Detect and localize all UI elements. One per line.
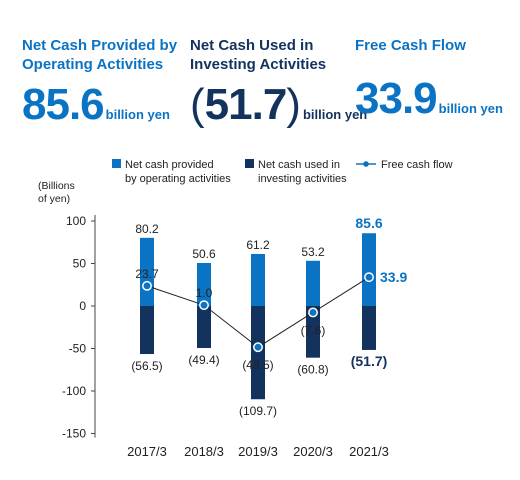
fcf-point <box>364 272 374 283</box>
data-label-fcf: 23.7 <box>135 267 159 281</box>
legend-investing-label-2: investing activities <box>258 173 347 185</box>
fcf-point <box>142 280 152 291</box>
data-label-operating: 50.6 <box>192 247 216 261</box>
legend-operating-label-2: by operating activities <box>125 173 231 185</box>
kpi-investing-unit: billion yen <box>302 107 368 122</box>
data-label-investing: (49.4) <box>188 353 219 367</box>
data-label-fcf: 33.9 <box>380 269 407 285</box>
bar-operating <box>362 233 376 306</box>
fcf-point <box>199 300 209 311</box>
data-label-operating: 85.6 <box>355 215 382 231</box>
y-tick-label: 50 <box>73 257 87 271</box>
data-label-investing: (60.8) <box>297 363 328 377</box>
kpi-operating-label: Net Cash Provided by Operating Activitie… <box>22 37 178 73</box>
kpi-fcf-value: 33.9 <box>355 74 438 123</box>
x-tick-label: 2021/3 <box>349 444 389 459</box>
y-tick-label: -50 <box>69 342 87 356</box>
x-tick-label: 2019/3 <box>238 444 278 459</box>
y-tick-label: 0 <box>79 299 86 313</box>
kpi-investing-value: 51.7 <box>204 80 288 129</box>
bar-operating <box>197 262 211 306</box>
x-tick-label: 2018/3 <box>184 444 224 459</box>
data-label-operating: 53.2 <box>301 245 325 259</box>
legend-fcf-label: Free cash flow <box>381 159 453 171</box>
data-label-operating: 61.2 <box>246 238 270 252</box>
bar-investing <box>362 306 376 350</box>
fcf-point <box>308 307 318 318</box>
legend-fcf-marker <box>363 161 369 167</box>
data-label-fcf: 1.0 <box>196 286 213 300</box>
data-label-investing: (51.7) <box>351 353 388 369</box>
bar-operating <box>251 253 265 306</box>
kpi-fcf-unit: billion yen <box>438 101 503 116</box>
kpi-fcf-label: Free Cash Flow <box>355 37 466 54</box>
bar-investing <box>306 306 320 358</box>
legend-investing-label: Net cash used in <box>258 159 340 171</box>
y-tick-label: -100 <box>62 384 86 398</box>
bar-investing <box>197 306 211 348</box>
x-tick-label: 2020/3 <box>293 444 333 459</box>
fcf-point <box>253 342 263 353</box>
data-label-investing: (56.5) <box>131 359 162 373</box>
data-label-fcf: (7.6) <box>301 323 326 337</box>
data-label-investing: (109.7) <box>239 404 277 418</box>
bar-investing <box>251 306 265 400</box>
kpi-operating-cash: Net Cash Provided by Operating Activitie… <box>22 36 177 130</box>
legend-operating-swatch <box>112 159 121 168</box>
data-label-operating: 80.2 <box>135 222 159 236</box>
legend-investing-swatch <box>245 159 254 168</box>
bar-investing <box>140 306 154 355</box>
kpi-investing-label: Net Cash Used in Investing Activities <box>190 37 327 73</box>
kpi-operating-value: 85.6 <box>22 80 105 129</box>
y-axis-label-2: of yen) <box>38 193 70 205</box>
kpi-free-cash-flow: Free Cash Flow 33.9 billion yen <box>355 36 503 124</box>
x-tick-label: 2017/3 <box>127 444 167 459</box>
data-label-fcf: (48.5) <box>242 358 273 372</box>
bar-operating <box>306 260 320 306</box>
y-axis-label: (Billions <box>38 180 75 192</box>
y-tick-label: 100 <box>66 214 86 228</box>
legend-operating-label: Net cash provided <box>125 159 214 171</box>
kpi-investing-cash: Net Cash Used in Investing Activities (5… <box>190 37 368 129</box>
y-tick-label: -150 <box>62 427 86 441</box>
kpi-operating-unit: billion yen <box>105 107 170 122</box>
